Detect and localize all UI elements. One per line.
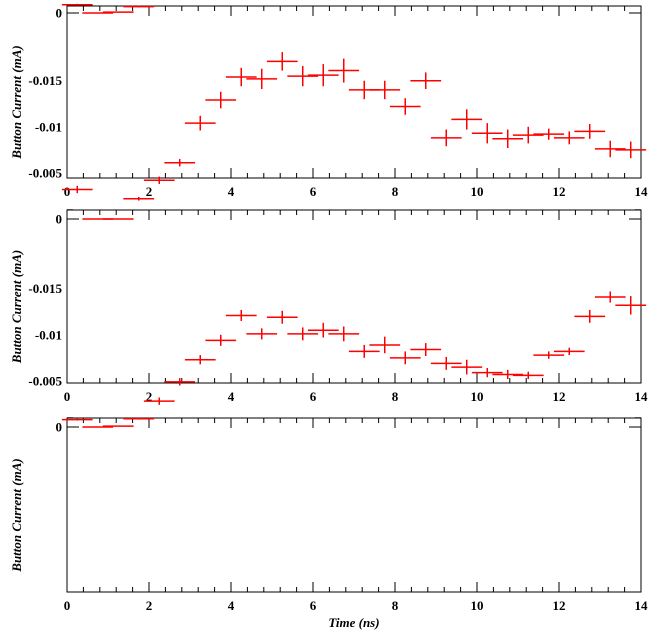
data-point: [287, 65, 319, 87]
x-tick-label: 6: [310, 184, 317, 199]
data-point: [369, 336, 401, 354]
x-tick-label: 2: [146, 598, 153, 613]
data-point: [205, 334, 237, 346]
x-tick-label: 8: [392, 598, 399, 613]
y-tick-label: 0: [56, 6, 63, 21]
data-point: [205, 91, 237, 109]
data-point: [164, 378, 196, 386]
data-point: [123, 5, 155, 8]
y-tick-label: -0.01: [35, 119, 62, 134]
data-point: [615, 141, 647, 159]
y-tick-label: -0.01: [35, 327, 62, 342]
data-point: [184, 115, 216, 131]
data-point: [492, 369, 524, 380]
data-point: [164, 159, 196, 167]
y-tick-label: 0: [56, 212, 63, 227]
data-point: [225, 67, 257, 87]
x-tick-label: 6: [310, 389, 317, 404]
data-point: [389, 351, 421, 365]
plot-frame: [66, 417, 642, 593]
data-point: [143, 176, 175, 184]
x-tick-label: 12: [553, 184, 566, 199]
y-tick-label: 0: [56, 420, 63, 435]
data-point: [328, 58, 360, 83]
data-point: [410, 72, 442, 89]
data-point: [430, 129, 462, 147]
x-tick-label: 10: [471, 389, 484, 404]
y-tick-label: -0.015: [28, 281, 62, 296]
x-tick-label: 8: [392, 184, 399, 199]
data-point: [184, 355, 216, 365]
plot-frame: [66, 5, 642, 179]
data-point: [451, 359, 483, 375]
x-tick-label: 2: [146, 389, 153, 404]
x-tick-label: 10: [471, 598, 484, 613]
x-tick-label: 14: [635, 389, 649, 404]
data-point: [553, 347, 585, 356]
data-point: [471, 367, 503, 378]
x-tick-label: 4: [228, 598, 235, 613]
x-tick-label: 10: [471, 184, 484, 199]
data-point: [369, 80, 401, 100]
x-tick-label: 8: [392, 389, 399, 404]
y-axis-title: Button Current (mA): [9, 250, 24, 364]
data-point: [123, 196, 155, 201]
x-tick-label: 14: [635, 598, 649, 613]
y-axis-title: Button Current (mA): [9, 45, 24, 159]
data-point: [246, 68, 278, 89]
x-tick-label: 12: [553, 598, 566, 613]
x-axis-title: Time (ns): [328, 615, 379, 630]
data-point: [594, 140, 626, 158]
data-point: [430, 356, 462, 370]
data-point: [512, 371, 544, 380]
data-point: [492, 129, 524, 149]
data-point: [246, 328, 278, 340]
data-point: [61, 185, 93, 194]
data-point: [287, 327, 319, 341]
x-tick-label: 0: [64, 389, 71, 404]
data-point: [574, 309, 606, 323]
data-point: [594, 291, 626, 303]
data-point: [348, 344, 380, 358]
data-point: [123, 417, 155, 420]
x-tick-label: 0: [64, 598, 71, 613]
data-point: [143, 397, 175, 405]
x-tick-label: 2: [146, 184, 153, 199]
y-tick-label: -0.015: [28, 73, 62, 88]
data-point: [266, 310, 298, 324]
x-tick-label: 12: [553, 389, 566, 404]
y-tick-label: -0.005: [28, 165, 62, 180]
x-tick-label: 0: [64, 184, 71, 199]
data-point: [225, 309, 257, 321]
data-point: [451, 109, 483, 130]
data-point: [61, 3, 93, 6]
data-point: [61, 418, 93, 421]
data-point: [410, 343, 442, 357]
plot-frame: [66, 209, 642, 384]
y-tick-label: -0.005: [28, 373, 62, 388]
data-point: [615, 296, 647, 315]
y-axis-title: Button Current (mA): [9, 458, 24, 572]
data-point: [512, 126, 544, 144]
data-point: [307, 64, 339, 87]
data-point: [328, 326, 360, 342]
data-point: [307, 322, 339, 338]
data-point: [553, 131, 585, 145]
x-tick-label: 14: [635, 184, 649, 199]
x-tick-label: 4: [228, 184, 235, 199]
data-point: [533, 128, 565, 140]
data-point: [389, 98, 421, 115]
data-point: [266, 52, 298, 71]
x-tick-label: 4: [228, 389, 235, 404]
x-tick-label: 6: [310, 598, 317, 613]
data-point: [471, 123, 503, 144]
data-point: [533, 351, 565, 359]
data-point: [574, 124, 606, 139]
